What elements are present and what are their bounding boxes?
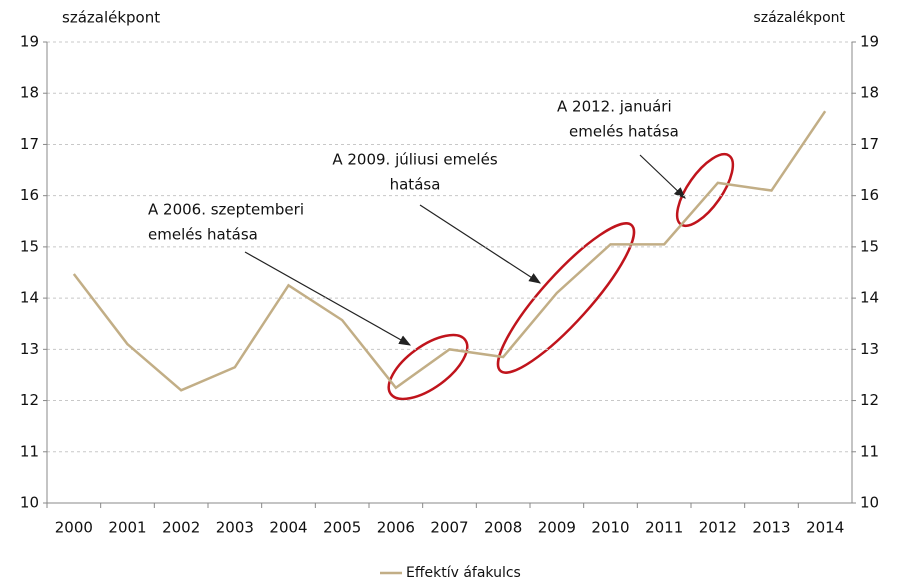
x-tick-label: 2009 bbox=[538, 519, 576, 537]
annotation: A 2009. júliusi emelés bbox=[332, 151, 497, 169]
y-tick-label: 15 bbox=[20, 237, 39, 255]
x-tick-label: 2008 bbox=[484, 519, 522, 537]
arrow bbox=[639, 154, 686, 199]
y-tick-label: 12 bbox=[20, 391, 39, 409]
y-tick-label: 18 bbox=[20, 84, 39, 102]
y2-tick-label: 17 bbox=[860, 135, 879, 153]
x-tick-label: 2014 bbox=[806, 519, 844, 537]
legend-label: Effektív áfakulcs bbox=[406, 565, 521, 581]
y2-tick-label: 13 bbox=[860, 340, 879, 358]
x-tick-label: 2006 bbox=[377, 519, 415, 537]
x-tick-label: 2000 bbox=[55, 519, 93, 537]
arrow bbox=[419, 204, 542, 284]
y-tick-label: 14 bbox=[20, 289, 39, 307]
x-tick-label: 2007 bbox=[430, 519, 468, 537]
x-tick-label: 2004 bbox=[269, 519, 307, 537]
annotation: A 2006. szeptemberi bbox=[148, 201, 304, 219]
x-tick-label: 2012 bbox=[699, 519, 737, 537]
y2-tick-label: 11 bbox=[860, 442, 879, 460]
x-tick-label: 2003 bbox=[216, 519, 254, 537]
annotation: hatása bbox=[390, 176, 441, 194]
y2-tick-label: 19 bbox=[860, 33, 879, 51]
annotation: A 2012. januári bbox=[557, 98, 672, 116]
annotation: emelés hatása bbox=[148, 226, 258, 244]
arrow bbox=[244, 251, 412, 346]
y-tick-label: 19 bbox=[20, 33, 39, 51]
y2-tick-label: 10 bbox=[860, 494, 879, 512]
y2-tick-label: 16 bbox=[860, 186, 879, 204]
highlight bbox=[496, 222, 636, 374]
highlight bbox=[387, 333, 469, 401]
annotation: emelés hatása bbox=[569, 123, 679, 141]
ellipses bbox=[387, 152, 735, 401]
y-tick-label: 11 bbox=[20, 442, 39, 460]
y-axis-label: százalékpont bbox=[62, 9, 160, 27]
y-tick-label: 13 bbox=[20, 340, 39, 358]
arrows bbox=[244, 154, 686, 346]
y2-tick-label: 14 bbox=[860, 289, 879, 307]
x-tick-label: 2001 bbox=[108, 519, 146, 537]
x-tick-label: 2011 bbox=[645, 519, 683, 537]
x-tick-label: 2010 bbox=[591, 519, 629, 537]
x-tick-label: 2013 bbox=[752, 519, 790, 537]
x-tick-label: 2002 bbox=[162, 519, 200, 537]
y-tick-label: 17 bbox=[20, 135, 39, 153]
y2-axis-label: százalékpont bbox=[753, 10, 845, 26]
y2-tick-label: 15 bbox=[860, 237, 879, 255]
y-tick-label: 16 bbox=[20, 186, 39, 204]
y2-tick-label: 18 bbox=[860, 84, 879, 102]
y-tick-label: 10 bbox=[20, 494, 39, 512]
highlight bbox=[675, 152, 735, 228]
y2-tick-label: 12 bbox=[860, 391, 879, 409]
x-tick-label: 2005 bbox=[323, 519, 361, 537]
series-line bbox=[72, 110, 827, 392]
